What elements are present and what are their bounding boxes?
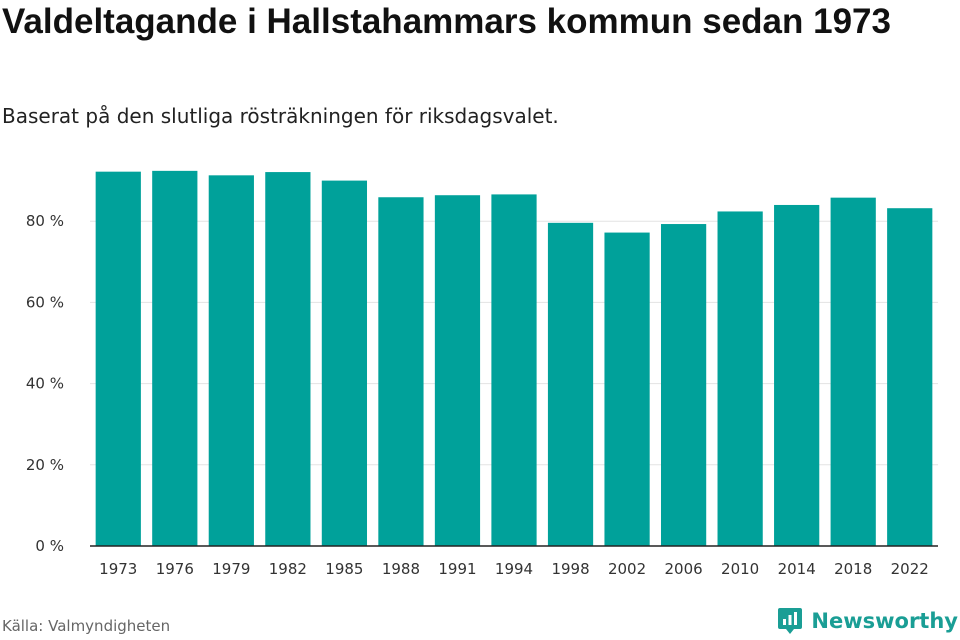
brand: Newsworthy (777, 606, 958, 636)
bar-1973 (95, 171, 141, 546)
newsworthy-logo-icon (778, 608, 803, 634)
source-note: Källa: Valmyndigheten (2, 617, 171, 635)
bar-1982 (265, 172, 311, 546)
bar-1979 (208, 175, 254, 546)
x-tick-label: 1998 (551, 560, 589, 578)
x-tick-label: 1979 (212, 560, 250, 578)
x-tick-label: 1982 (269, 560, 307, 578)
bar-1985 (321, 180, 368, 546)
x-tick-label: 1991 (438, 560, 476, 578)
x-tick-label: 2002 (608, 560, 646, 578)
bar-2006 (660, 224, 707, 546)
x-tick-label: 2014 (778, 560, 816, 578)
bar-2022 (887, 208, 933, 546)
bars (95, 170, 933, 546)
bar-1994 (491, 194, 537, 546)
y-tick-label: 60 % (26, 293, 64, 311)
x-tick-label: 1994 (495, 560, 533, 578)
bar-2002 (604, 232, 650, 546)
y-axis-ticks: 0 % 20 % 40 % 60 % 80 % (26, 212, 64, 555)
bar-1976 (152, 170, 198, 546)
brand-name: Newsworthy (811, 609, 958, 633)
x-tick-label: 1976 (156, 560, 194, 578)
y-tick-label: 80 % (26, 212, 64, 230)
chart-subtitle: Baserat på den slutliga rösträkningen fö… (2, 104, 559, 128)
bar-1988 (378, 197, 424, 546)
x-tick-label: 1988 (382, 560, 420, 578)
y-tick-label: 20 % (26, 456, 64, 474)
y-tick-label: 40 % (26, 375, 64, 393)
chart-title: Valdeltagande i Hallstahammars kommun se… (2, 2, 891, 41)
y-tick-label: 0 % (35, 537, 64, 555)
x-tick-label: 2018 (834, 560, 872, 578)
bar-1991 (434, 195, 481, 546)
bar-chart: 0 % 20 % 40 % 60 % 80 % 1973 1976 1979 1982 1985… (26, 170, 938, 578)
x-tick-label: 1985 (325, 560, 363, 578)
bar-2018 (830, 197, 876, 546)
x-tick-label: 2010 (721, 560, 759, 578)
x-tick-label: 2022 (891, 560, 929, 578)
bar-2010 (717, 211, 763, 546)
x-tick-label: 2006 (665, 560, 703, 578)
x-tick-label: 1973 (99, 560, 137, 578)
bar-2014 (774, 204, 820, 546)
x-axis-ticks: 1973 1976 1979 1982 1985 1988 1991 1994 1998 2002… (99, 560, 929, 578)
bar-1998 (547, 222, 594, 546)
